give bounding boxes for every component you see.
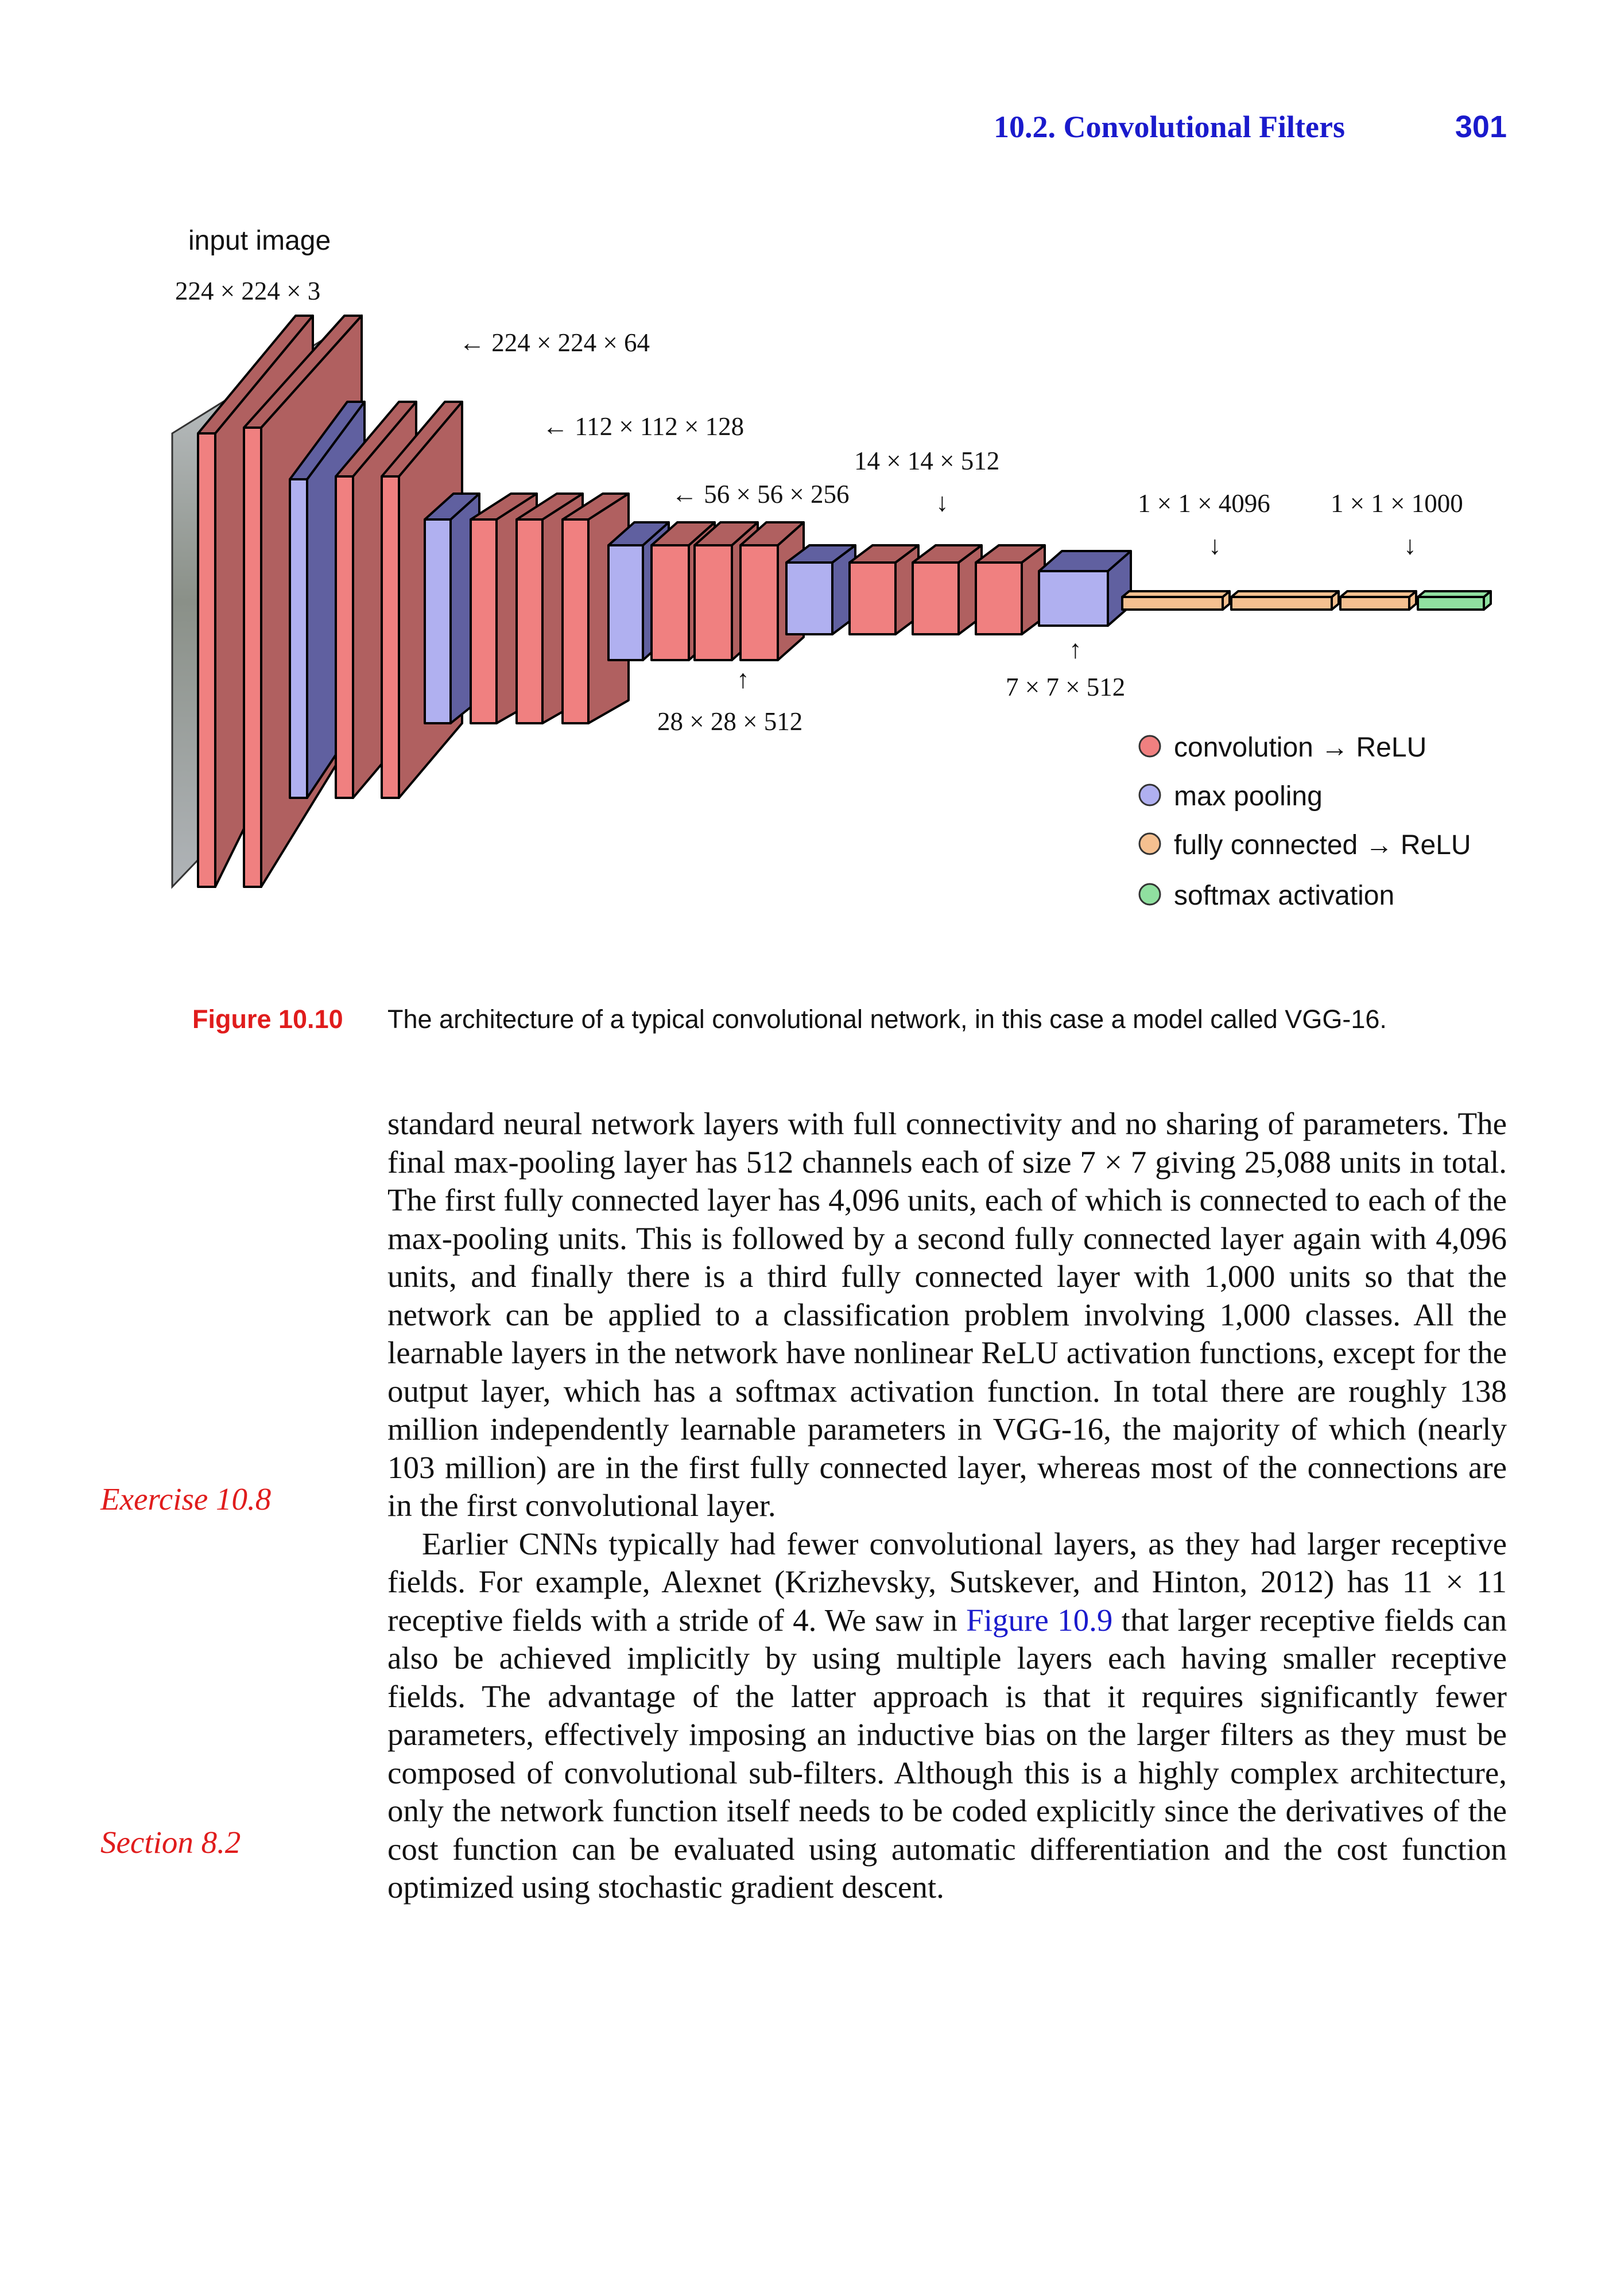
label-block3: ← 56 × 56 × 256 bbox=[672, 480, 850, 509]
conv2-1-front bbox=[335, 475, 354, 799]
paragraph-2-part-a: Earlier CNNs typically had fewer convolu… bbox=[387, 1526, 1507, 1638]
conv4-3-front bbox=[739, 544, 779, 661]
paragraph-2-part-b: that larger receptive fields can also be… bbox=[387, 1602, 1507, 1905]
figure-caption: Figure 10.10 The architecture of a typica… bbox=[192, 1004, 1513, 1034]
conv1-1-front bbox=[197, 432, 216, 888]
pool4-front bbox=[785, 561, 833, 635]
label-block4: 28 × 28 × 512 bbox=[657, 707, 802, 736]
input-image-label: input image bbox=[188, 226, 331, 256]
conv5-1-front bbox=[848, 561, 897, 635]
conv4-2-front bbox=[693, 544, 733, 661]
arrow-down-block5: ↓ bbox=[936, 488, 949, 517]
legend-item-conv: convolution → ReLU bbox=[1138, 732, 1426, 763]
conv1-2-front bbox=[243, 426, 262, 888]
legend-item-softmax: softmax activation bbox=[1138, 881, 1394, 911]
fc7-front bbox=[1230, 596, 1333, 611]
pool2-front bbox=[424, 518, 452, 724]
legend-label-softmax: softmax activation bbox=[1174, 881, 1394, 911]
figure-10-9-link[interactable]: Figure 10.9 bbox=[966, 1602, 1113, 1638]
body-text: standard neural network layers with full… bbox=[387, 1105, 1507, 1907]
softmax-front bbox=[1417, 596, 1485, 611]
label-block5: 14 × 14 × 512 bbox=[854, 447, 999, 475]
page-number: 301 bbox=[1455, 110, 1507, 144]
legend-item-fc: fully connected → ReLU bbox=[1138, 830, 1471, 860]
pool1-front bbox=[289, 478, 308, 799]
fc6-front bbox=[1121, 596, 1224, 611]
figure-number: Figure 10.10 bbox=[192, 1004, 343, 1034]
legend-item-pool: max pooling bbox=[1138, 781, 1323, 812]
conv3-3-front bbox=[561, 518, 590, 724]
conv5-2-front bbox=[912, 561, 960, 635]
label-fc: 1 × 1 × 4096 bbox=[1138, 489, 1270, 518]
margin-note-exercise[interactable]: Exercise 10.8 bbox=[100, 1481, 272, 1517]
label-input-dim: 224 × 224 × 3 bbox=[175, 277, 320, 305]
pool5-front bbox=[1038, 570, 1109, 627]
legend-label-conv: convolution → ReLU bbox=[1174, 732, 1426, 763]
arrow-down-softmax: ↓ bbox=[1403, 531, 1417, 560]
legend: convolution → ReLU max pooling fully con… bbox=[1138, 732, 1471, 911]
legend-label-fc: fully connected → ReLU bbox=[1174, 830, 1471, 860]
margin-note-section[interactable]: Section 8.2 bbox=[100, 1825, 241, 1860]
label-block1: ← 224 × 224 × 64 bbox=[459, 328, 650, 357]
arrow-down-fc: ↓ bbox=[1208, 531, 1222, 560]
label-block2: ← 112 × 112 × 128 bbox=[542, 412, 744, 441]
caption-text: The architecture of a typical convolutio… bbox=[387, 1004, 1387, 1034]
vgg16-diagram: input image 224 × 224 × 3 ← 224 × 224 × … bbox=[171, 226, 1492, 911]
conv5-3-front bbox=[975, 561, 1023, 635]
legend-label-pool: max pooling bbox=[1174, 781, 1323, 812]
conv3-2-front bbox=[515, 518, 544, 724]
pool3-front bbox=[607, 544, 644, 661]
label-pool5: 7 × 7 × 512 bbox=[1006, 673, 1125, 701]
label-softmax: 1 × 1 × 1000 bbox=[1331, 489, 1463, 518]
arrow-up-block4: ↑ bbox=[736, 665, 750, 693]
paragraph-2: Earlier CNNs typically had fewer convolu… bbox=[387, 1525, 1507, 1907]
conv2-2-front bbox=[381, 475, 400, 799]
paragraph-1: standard neural network layers with full… bbox=[387, 1106, 1507, 1523]
arrow-up-pool5: ↑ bbox=[1069, 635, 1082, 664]
fc8-front bbox=[1339, 596, 1410, 611]
running-header-section: 10.2. Convolutional Filters bbox=[993, 110, 1345, 144]
conv3-1-front bbox=[470, 518, 498, 724]
vgg16-figure: input image 224 × 224 × 3 ← 224 × 224 × … bbox=[0, 207, 1609, 953]
conv4-1-front bbox=[650, 544, 690, 661]
